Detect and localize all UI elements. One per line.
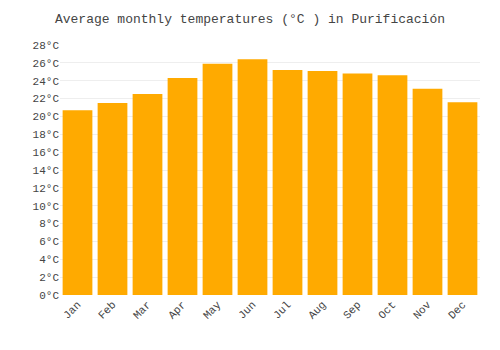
svg-text:10°C: 10°C bbox=[33, 201, 60, 213]
svg-text:22°C: 22°C bbox=[33, 93, 60, 105]
svg-text:12°C: 12°C bbox=[33, 183, 60, 195]
svg-text:16°C: 16°C bbox=[33, 147, 60, 159]
svg-text:Dec: Dec bbox=[446, 299, 468, 321]
svg-text:14°C: 14°C bbox=[33, 165, 60, 177]
svg-text:6°C: 6°C bbox=[39, 236, 59, 248]
svg-text:24°C: 24°C bbox=[33, 76, 60, 88]
svg-text:Apr: Apr bbox=[166, 299, 188, 321]
svg-text:20°C: 20°C bbox=[33, 111, 60, 123]
svg-text:28°C: 28°C bbox=[33, 40, 60, 52]
svg-text:18°C: 18°C bbox=[33, 129, 60, 141]
svg-text:Nov: Nov bbox=[411, 299, 434, 322]
svg-text:Jul: Jul bbox=[271, 299, 293, 321]
svg-text:26°C: 26°C bbox=[33, 58, 60, 70]
svg-text:8°C: 8°C bbox=[39, 218, 59, 230]
svg-text:Mar: Mar bbox=[131, 299, 153, 321]
svg-text:Sep: Sep bbox=[341, 299, 363, 321]
svg-text:Feb: Feb bbox=[96, 299, 118, 321]
svg-text:2°C: 2°C bbox=[39, 272, 59, 284]
svg-text:0°C: 0°C bbox=[39, 290, 59, 302]
svg-text:Oct: Oct bbox=[376, 299, 398, 321]
svg-text:Jun: Jun bbox=[236, 299, 258, 321]
svg-text:Jan: Jan bbox=[61, 299, 83, 321]
svg-text:Aug: Aug bbox=[306, 299, 328, 321]
svg-text:4°C: 4°C bbox=[39, 254, 59, 266]
svg-text:May: May bbox=[201, 299, 224, 322]
svg-text:Average monthly temperatures (: Average monthly temperatures (°C ) in Pu… bbox=[55, 12, 445, 27]
